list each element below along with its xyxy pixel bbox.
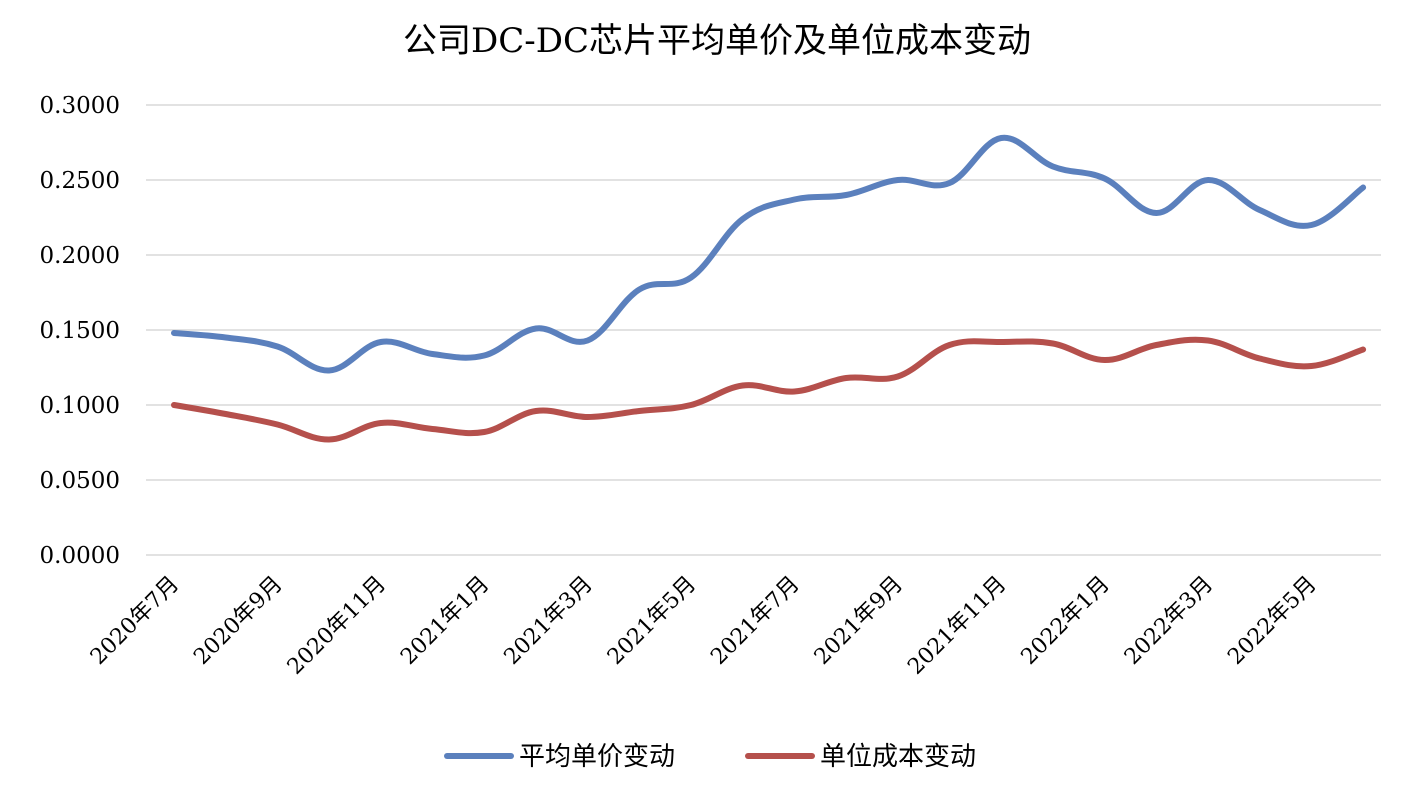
x-tick-label: 2020年9月 (189, 572, 287, 670)
x-tick-label: 2021年1月 (396, 572, 494, 670)
y-tick-label: 0.2000 (40, 243, 120, 269)
y-tick-label: 0.2500 (40, 168, 120, 194)
x-tick-label: 2020年7月 (86, 572, 184, 670)
x-tick-label: 2020年11月 (283, 572, 391, 680)
x-tick-label: 2021年9月 (810, 572, 908, 670)
x-tick-label: 2021年3月 (500, 572, 598, 670)
x-tick-label: 2022年1月 (1017, 572, 1115, 670)
y-tick-label: 0.1500 (40, 318, 120, 344)
series-line-2 (171, 336, 1367, 443)
x-tick-label: 2021年11月 (903, 572, 1011, 680)
x-tick-label: 2022年5月 (1223, 572, 1321, 670)
gridlines (146, 104, 1381, 556)
legend: 平均单价变动 单位成本变动 (444, 742, 976, 772)
y-tick-label: 0.0500 (40, 468, 120, 494)
series-lines (171, 134, 1367, 443)
x-tick-label: 2021年7月 (706, 572, 804, 670)
y-tick-label: 0.0000 (40, 543, 120, 569)
chart-title: 公司DC-DC芯片平均单价及单位成本变动 (403, 21, 1031, 61)
legend-label: 平均单价变动 (519, 742, 675, 772)
legend-label: 单位成本变动 (820, 742, 976, 772)
x-tick-label: 2022年3月 (1120, 572, 1218, 670)
series-line-1 (171, 134, 1367, 374)
y-tick-label: 0.1000 (40, 393, 120, 419)
y-tick-label: 0.3000 (40, 93, 120, 119)
x-tick-label: 2021年5月 (603, 572, 701, 670)
y-axis-ticks: 0.0000 0.0500 0.1000 0.1500 0.2000 0.2500 0.30… (40, 93, 120, 569)
